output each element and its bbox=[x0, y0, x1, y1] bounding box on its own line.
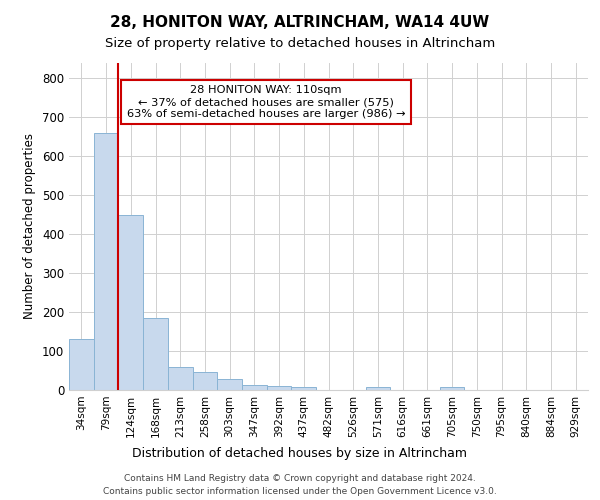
Bar bbox=[217, 380, 242, 390]
Text: Distribution of detached houses by size in Altrincham: Distribution of detached houses by size … bbox=[133, 448, 467, 460]
Bar bbox=[94, 132, 118, 390]
Text: 28 HONITON WAY: 110sqm
← 37% of detached houses are smaller (575)
63% of semi-de: 28 HONITON WAY: 110sqm ← 37% of detached… bbox=[127, 86, 406, 118]
Y-axis label: Number of detached properties: Number of detached properties bbox=[23, 133, 37, 320]
Text: Contains HM Land Registry data © Crown copyright and database right 2024.: Contains HM Land Registry data © Crown c… bbox=[124, 474, 476, 483]
Text: Contains public sector information licensed under the Open Government Licence v3: Contains public sector information licen… bbox=[103, 488, 497, 496]
Text: 28, HONITON WAY, ALTRINCHAM, WA14 4UW: 28, HONITON WAY, ALTRINCHAM, WA14 4UW bbox=[110, 15, 490, 30]
Bar bbox=[168, 366, 193, 390]
Text: Size of property relative to detached houses in Altrincham: Size of property relative to detached ho… bbox=[105, 38, 495, 51]
Bar bbox=[242, 384, 267, 390]
Bar bbox=[69, 340, 94, 390]
Bar bbox=[365, 387, 390, 390]
Bar bbox=[267, 386, 292, 390]
Bar bbox=[118, 214, 143, 390]
Bar bbox=[440, 387, 464, 390]
Bar bbox=[143, 318, 168, 390]
Bar bbox=[193, 372, 217, 390]
Bar bbox=[292, 387, 316, 390]
